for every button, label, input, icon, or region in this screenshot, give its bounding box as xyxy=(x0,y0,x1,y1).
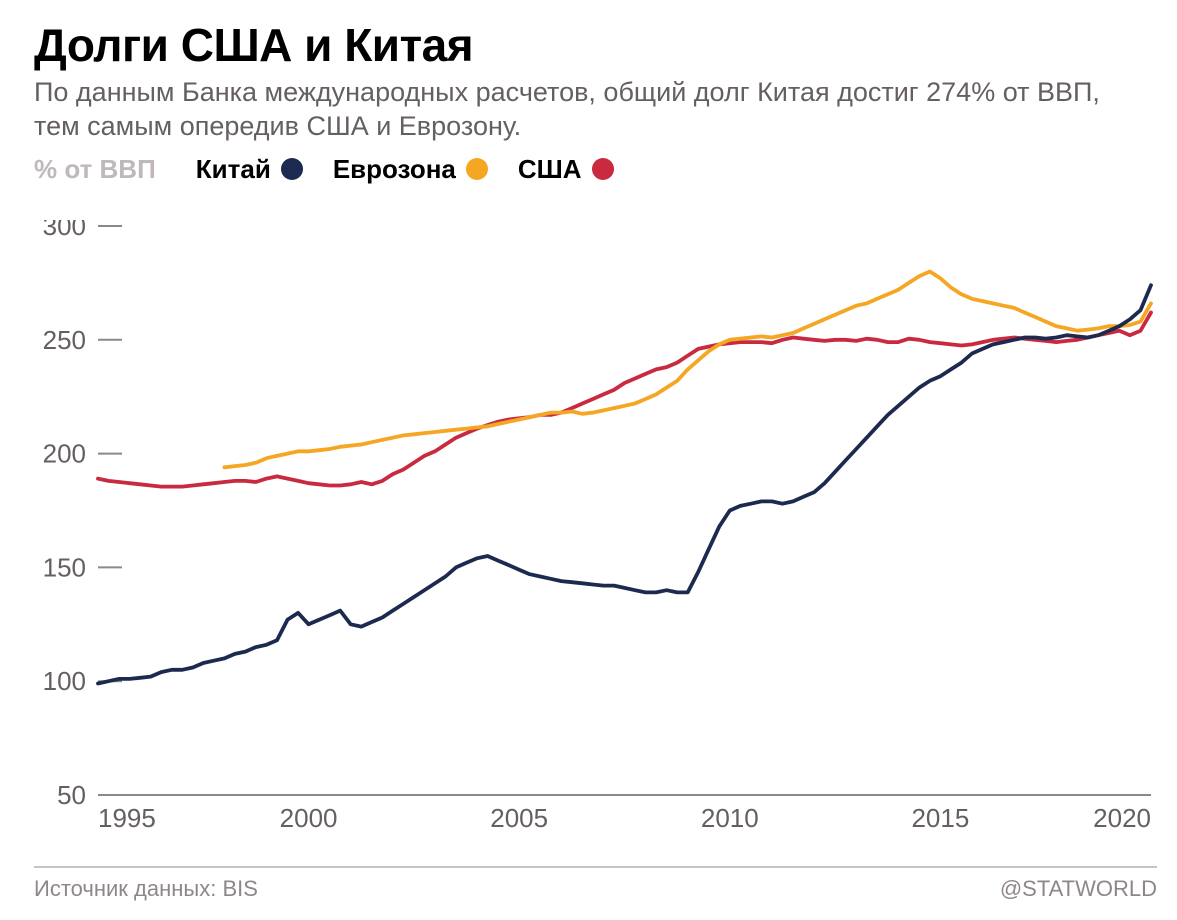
chart-subtitle: По данным Банка международных расчетов, … xyxy=(34,76,1143,144)
legend-item-eurozone: Еврозона xyxy=(333,154,488,185)
svg-text:2005: 2005 xyxy=(490,803,548,833)
legend-label: США xyxy=(518,154,582,185)
source-label: Источник данных: BIS xyxy=(34,876,258,902)
legend-item-usa: США xyxy=(518,154,614,185)
legend-dot-icon xyxy=(592,158,614,180)
y-axis-label: % от ВВП xyxy=(34,154,156,185)
legend-dot-icon xyxy=(281,158,303,180)
chart-plot: 50 100 150 200 250 300 1995 2000 2005 2010 2015 202… xyxy=(34,220,1157,835)
attribution: @STATWORLD xyxy=(1000,876,1157,902)
svg-text:2020: 2020 xyxy=(1093,803,1151,833)
legend-label: Китай xyxy=(196,154,271,185)
svg-text:50: 50 xyxy=(57,780,86,810)
svg-text:200: 200 xyxy=(43,439,86,469)
legend-item-china: Китай xyxy=(196,154,303,185)
legend-dot-icon xyxy=(466,158,488,180)
legend: % от ВВП Китай Еврозона США xyxy=(34,154,1143,185)
svg-text:150: 150 xyxy=(43,552,86,582)
legend-label: Еврозона xyxy=(333,154,456,185)
svg-text:250: 250 xyxy=(43,325,86,355)
svg-text:2015: 2015 xyxy=(911,803,969,833)
svg-text:300: 300 xyxy=(43,220,86,241)
svg-text:2010: 2010 xyxy=(701,803,759,833)
chart-title: Долги США и Китая xyxy=(34,18,1143,72)
svg-text:100: 100 xyxy=(43,666,86,696)
chart-footer: Источник данных: BIS @STATWORLD xyxy=(34,866,1157,902)
svg-text:2000: 2000 xyxy=(280,803,338,833)
svg-text:1995: 1995 xyxy=(98,803,156,833)
